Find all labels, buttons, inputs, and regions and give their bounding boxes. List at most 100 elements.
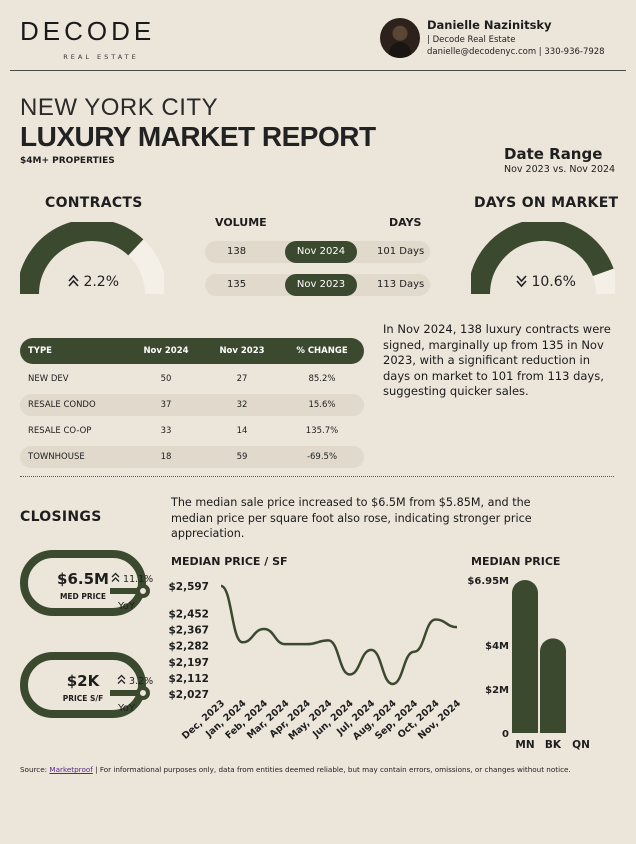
contracts-gauge [20,222,164,295]
median-price-change: 11.1% [111,572,153,585]
price-sf-stem [110,690,144,696]
y-tick-label: $4M [485,641,509,652]
table-header: Nov 2024 [128,338,204,364]
table-cell: TOWNHOUSE [20,446,128,468]
period-badge: Nov 2023 [285,274,357,296]
y-tick-label: $2,282 [168,641,209,653]
table-cell: RESALE CONDO [20,394,128,416]
contracts-change-value: 2.2% [83,274,120,290]
dom-change: 10.6% [516,274,576,290]
x-tick-label: BK [545,739,562,751]
days-header: DAYS [389,216,422,229]
contracts-days: 101 Days [377,246,425,257]
bar-chart-title: MEDIAN PRICE [471,555,561,568]
price-sf-ring: $2K PRICE S/F [20,652,146,718]
contracts-gauge-fill [20,222,144,295]
date-range-label: Date Range [504,145,603,163]
double-chevron-up-icon [68,274,79,287]
y-tick-label: $2,597 [168,581,209,593]
x-tick-label: MN [515,739,534,751]
table-cell: 14 [236,426,248,436]
bar [540,638,566,733]
footer: Source: Marketproof | For informational … [20,765,571,774]
table-cell: 135.7% [305,426,339,436]
dom-change-value: 10.6% [531,274,576,290]
footer-disclaimer: | For informational purposes only, data … [95,765,571,774]
y-tick-label: $2,452 [168,608,209,620]
footer-source-label: Source: [20,765,48,774]
table-header: TYPE [20,338,128,364]
brand-logo: DECODE REAL ESTATE [20,16,182,61]
table-cell: NEW DEV [28,374,69,384]
table-cell: 37 [128,394,204,416]
price-sf-yoy: YoY [118,703,136,714]
contracts-type-table: TYPE Nov 2024 Nov 2023 % CHANGE NEW DEV … [20,334,364,472]
table-cell: 50 [160,374,172,384]
report-title: LUXURY MARKET REPORT [20,121,376,152]
table-row: RESALE CO-OP 33 14 135.7% [20,420,364,442]
y-tick-label: $2,367 [168,625,209,637]
price-sf-label: PRICE S/F [62,694,104,703]
contracts-heading: CONTRACTS [45,195,143,211]
closings-summary: The median sale price increased to $6.5M… [171,496,532,540]
median-price-knob [136,584,150,598]
table-row: RESALE CONDO 37 32 15.6% [20,394,364,416]
table-cell: 18 [128,446,204,468]
table-cell: 15.6% [280,394,364,416]
double-chevron-up-icon [117,674,126,684]
brand-name: DECODE [20,16,156,46]
line-chart-title: MEDIAN PRICE / SF [171,555,288,568]
price-sf-change: 3.2% [117,674,153,687]
double-chevron-up-icon [111,572,120,582]
agent-name: Danielle Nazinitsky [427,18,552,32]
table-header: Nov 2023 [204,338,280,364]
dom-gauge [471,222,615,295]
x-tick-label: QN [572,739,590,751]
contracts-volume: 138 [227,246,247,257]
brand-subtitle: REAL ESTATE [63,53,139,61]
contracts-row-nov2024: 138 Nov 2024 101 Days [205,241,430,263]
table-cell: -69.5% [280,446,364,468]
price-sf-value: $2K [66,672,100,690]
price-sf-line-chart: $2,597 $2,452 $2,367 $2,282 $2,197 $2,112 $2,0… [168,581,463,743]
y-tick-label: $6.95M [467,576,509,587]
y-tick-label: $2,027 [168,689,209,701]
median-price-label: MED PRICE [59,592,107,601]
report-title-city: NEW YORK CITY [20,94,219,121]
table-row: TOWNHOUSE 18 59 -69.5% [20,446,364,468]
median-price-bar-chart: $6.95M $4M $2M 0 MN BK QN [467,576,590,751]
report-subtitle: $4M+ PROPERTIES [20,156,115,166]
contracts-change: 2.2% [68,274,119,290]
price-sf-change-value: 3.2% [129,676,154,687]
contracts-summary: In Nov 2024, 138 luxury contracts were s… [383,322,611,398]
agent-contact: danielle@decodenyc.com | 330-936-7928 [427,47,605,57]
date-range-value: Nov 2023 vs. Nov 2024 [504,164,616,175]
contracts-row-nov2023: 135 Nov 2023 113 Days [205,274,430,296]
double-chevron-down-icon [516,275,527,288]
table-cell: 27 [236,374,248,384]
dom-gauge-fill [471,222,614,295]
table-cell: 33 [160,426,172,436]
volume-header: VOLUME [215,216,267,229]
source-link[interactable]: Marketproof [49,765,93,774]
period-badge: Nov 2024 [285,241,357,263]
median-price-yoy: YoY [118,601,136,612]
y-tick-label: $2,112 [168,673,209,685]
table-header-row: TYPE Nov 2024 Nov 2023 % CHANGE [20,338,364,364]
median-price-value: $6.5M [57,570,109,588]
y-tick-label: 0 [502,729,509,740]
section-divider [20,476,614,477]
table-row: NEW DEV 50 27 85.2% [20,368,364,390]
closings-heading: CLOSINGS [20,509,102,525]
bar [512,580,538,733]
agent-avatar [380,18,420,58]
table-cell: 59 [204,446,280,468]
contracts-days: 113 Days [377,279,425,290]
median-price-stem [110,588,144,594]
header-divider [10,70,626,71]
dom-heading: DAYS ON MARKET [474,195,619,211]
table-cell: 85.2% [308,374,336,384]
line-series [220,584,458,686]
y-tick-label: $2M [485,685,509,696]
median-price-ring: $6.5M MED PRICE [20,550,146,616]
